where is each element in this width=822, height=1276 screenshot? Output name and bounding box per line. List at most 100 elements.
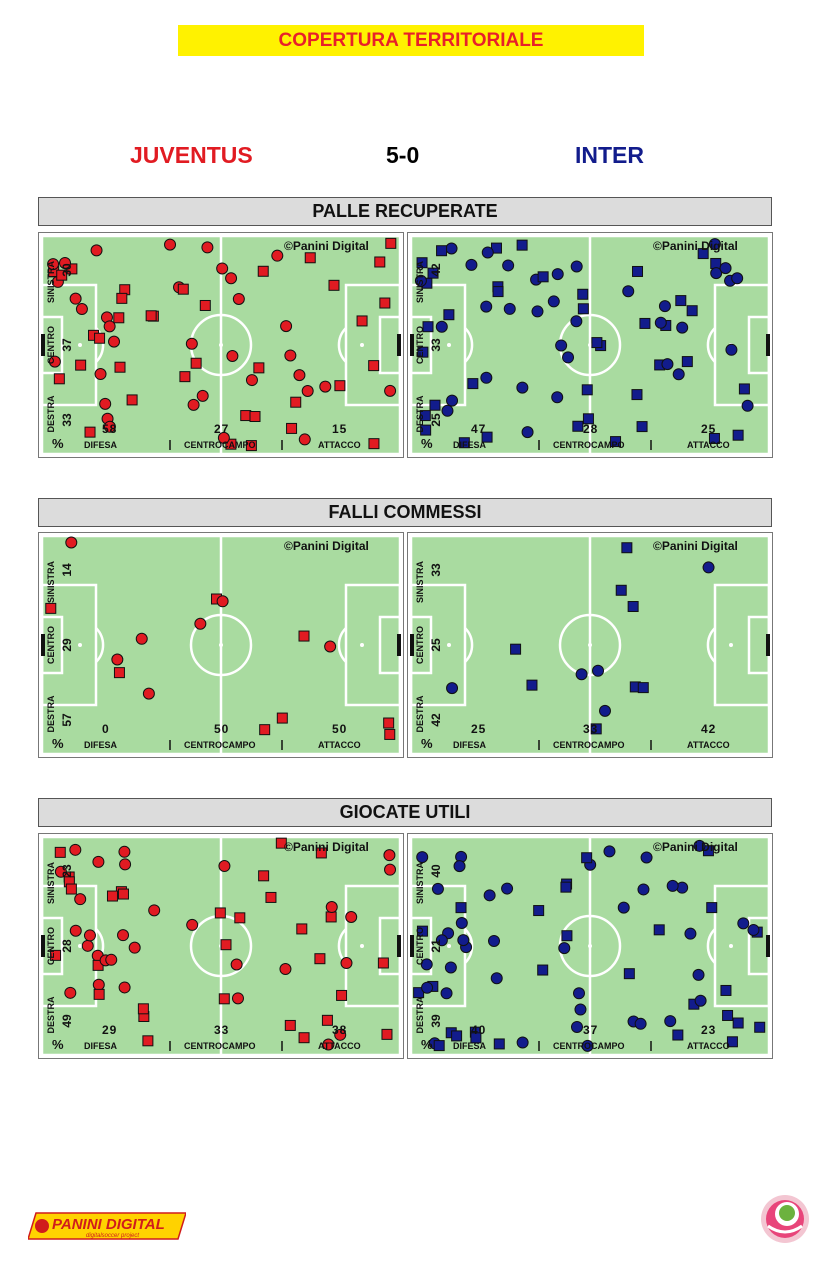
event-marker-circle [383, 849, 396, 862]
event-marker-circle [435, 934, 448, 947]
event-marker-square [577, 288, 589, 300]
event-marker-circle [135, 632, 148, 645]
event-marker-square [381, 1028, 393, 1040]
event-marker-square [190, 357, 202, 369]
event-marker-circle [440, 987, 453, 1000]
event-marker-square [377, 957, 389, 969]
event-marker-square [253, 362, 265, 374]
event-marker-circle [164, 238, 177, 251]
event-marker-square [137, 1003, 149, 1015]
event-marker-square [106, 890, 118, 902]
event-marker-square [510, 643, 522, 655]
event-marker-circle [271, 249, 284, 262]
event-marker-square [653, 924, 665, 936]
event-marker-square [672, 1029, 684, 1041]
event-marker-circle [117, 929, 130, 942]
event-marker-circle [457, 934, 470, 947]
event-marker-square [218, 993, 230, 1005]
event-marker-circle [319, 380, 332, 393]
lane-label-right: DESTRA [46, 395, 56, 433]
event-marker-circle [654, 316, 667, 329]
lane-label-center: CENTRO [46, 927, 56, 965]
event-marker-square [560, 881, 572, 893]
event-marker-circle [502, 259, 515, 272]
event-marker-square [637, 682, 649, 694]
event-marker-circle [570, 1020, 583, 1033]
event-marker-square [75, 359, 87, 371]
lane-percentage-center: 33 [429, 338, 443, 352]
event-marker-square [45, 602, 57, 614]
event-marker-square [276, 712, 288, 724]
event-marker-square [639, 317, 651, 329]
event-marker-square [537, 964, 549, 976]
event-marker-circle [562, 351, 575, 364]
pitch-home-giocate-utili: ©Panini Digital SINISTRA CENTRO DESTRA 23 28 4… [38, 833, 404, 1059]
section-title-giocate-utili: GIOCATE UTILI [38, 798, 772, 827]
soccer-ball-logo-icon [758, 1192, 812, 1246]
lane-label-left: SINISTRA [415, 261, 425, 304]
event-marker-circle [661, 358, 674, 371]
lane-percentage-left: 30 [60, 263, 74, 277]
event-marker-square [113, 667, 125, 679]
event-marker-square [325, 911, 337, 923]
event-marker-square [732, 1017, 744, 1029]
event-marker-square [422, 321, 434, 333]
event-marker-square [145, 310, 157, 322]
third-percentage-defense: 58 [102, 422, 117, 436]
third-label-attack: ATTACCO [318, 440, 361, 450]
event-marker-square [621, 542, 633, 554]
event-marker-circle [617, 901, 630, 914]
third-label-attack: ATTACCO [687, 1041, 730, 1051]
pitch-home-falli-commessi: ©Panini Digital SINISTRA CENTRO DESTRA 14 29 5… [38, 532, 404, 758]
event-marker-square [298, 1032, 310, 1044]
percent-sign: % [421, 736, 433, 751]
event-marker-square [50, 949, 62, 961]
third-percentage-defense: 25 [471, 722, 486, 736]
event-marker-circle [284, 349, 297, 362]
event-marker-square [537, 271, 549, 283]
svg-text:digitalsoccer project: digitalsoccer project [86, 1233, 139, 1239]
event-marker-square [240, 410, 252, 422]
event-marker-circle [622, 285, 635, 298]
lane-percentage-center: 28 [60, 939, 74, 953]
event-marker-square [179, 371, 191, 383]
event-marker-circle [684, 927, 697, 940]
event-marker-square [314, 953, 326, 965]
event-marker-circle [435, 320, 448, 333]
lane-percentage-center: 21 [429, 939, 443, 953]
event-marker-circle [414, 274, 427, 287]
event-marker-circle [693, 839, 706, 852]
credit-label: ©Panini Digital [653, 239, 738, 253]
event-marker-square [451, 1030, 463, 1042]
event-marker-circle [640, 851, 653, 864]
event-marker-square [356, 315, 368, 327]
event-marker-circle [384, 863, 397, 876]
lane-percentage-right: 42 [429, 713, 443, 727]
event-marker-square [533, 905, 545, 917]
event-marker-circle [676, 321, 689, 334]
event-marker-circle [148, 904, 161, 917]
third-percentage-attack: 42 [701, 722, 716, 736]
event-marker-circle [521, 426, 534, 439]
third-label-midfield: CENTROCAMPO [553, 740, 625, 750]
event-marker-square [321, 1014, 333, 1026]
pitch-away-falli-commessi: ©Panini Digital SINISTRA CENTRO DESTRA 33 25 4… [407, 532, 773, 758]
third-label-midfield: CENTROCAMPO [184, 1041, 256, 1051]
event-marker-square [66, 263, 78, 275]
event-marker-circle [65, 536, 78, 549]
event-marker-square [722, 1009, 734, 1021]
third-label-attack: ATTACCO [687, 740, 730, 750]
event-marker-circle [603, 845, 616, 858]
event-marker-square [706, 902, 718, 914]
lane-percentage-center: 25 [429, 638, 443, 652]
event-marker-circle [574, 1003, 587, 1016]
event-marker-square [225, 438, 237, 450]
lane-percentage-right: 25 [429, 413, 443, 427]
event-marker-square [436, 245, 448, 257]
event-marker-square [686, 305, 698, 317]
event-marker-square [383, 717, 395, 729]
third-percentage-midfield: 27 [214, 422, 229, 436]
event-marker-circle [702, 561, 715, 574]
event-marker-circle [118, 981, 131, 994]
event-marker-circle [187, 398, 200, 411]
